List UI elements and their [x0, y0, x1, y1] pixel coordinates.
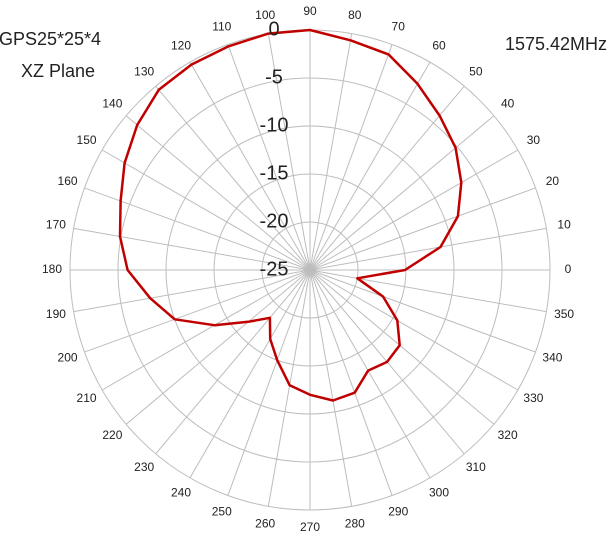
angle-label: 60	[432, 39, 446, 53]
radial-tick-label: -20	[260, 210, 289, 232]
angle-label: 50	[469, 65, 483, 79]
spoke	[101, 269, 311, 391]
angle-label: 210	[77, 391, 97, 405]
angle-label: 240	[171, 486, 191, 500]
angle-label: 280	[345, 516, 365, 530]
angle-label: 140	[102, 96, 122, 110]
spoke	[309, 187, 536, 271]
spoke	[189, 269, 311, 479]
angle-label: 220	[102, 428, 122, 442]
spoke	[309, 269, 431, 479]
spoke	[155, 269, 311, 455]
spoke	[309, 269, 353, 507]
radial-tick-label: -10	[260, 114, 289, 136]
angle-label: 310	[466, 460, 486, 474]
angle-label: 90	[303, 4, 317, 18]
spoke	[227, 44, 311, 271]
angle-label: 230	[134, 460, 154, 474]
radial-tick-label: -25	[260, 258, 289, 280]
angle-label: 180	[42, 262, 62, 276]
spoke	[309, 227, 547, 271]
angle-label: 320	[498, 428, 518, 442]
angle-label: 260	[255, 516, 275, 530]
angle-label: 10	[557, 217, 571, 231]
angle-label: 190	[46, 307, 66, 321]
angle-label: 70	[392, 20, 406, 34]
spoke	[73, 269, 311, 313]
angle-label: 330	[523, 391, 543, 405]
spoke	[309, 44, 393, 271]
spoke	[309, 61, 431, 271]
spoke	[309, 269, 547, 313]
spoke	[309, 115, 495, 271]
spoke	[309, 269, 519, 391]
spoke	[309, 269, 393, 496]
spoke	[84, 187, 311, 271]
radial-tick-label: -15	[260, 162, 289, 184]
angle-label: 80	[348, 8, 362, 22]
angle-label: 170	[46, 217, 66, 231]
spoke	[309, 149, 519, 271]
angle-label: 130	[134, 65, 154, 79]
angle-label: 340	[542, 350, 562, 364]
spoke	[309, 269, 495, 425]
angle-label: 100	[255, 8, 275, 22]
angle-label: 350	[554, 307, 574, 321]
chart-title: GPS25*25*4	[0, 29, 101, 49]
angle-label: 20	[546, 174, 560, 188]
spoke	[84, 269, 311, 353]
angle-label: 110	[212, 20, 231, 34]
radial-tick-label: -5	[265, 66, 283, 88]
spoke	[309, 269, 536, 353]
radial-tick-label: 0	[268, 18, 279, 40]
spoke	[125, 269, 311, 425]
spoke	[125, 115, 311, 271]
frequency-label: 1575.42MHz	[505, 34, 607, 54]
angle-label: 150	[77, 133, 97, 147]
spoke	[189, 61, 311, 271]
spoke	[101, 149, 311, 271]
pattern-line	[118, 28, 463, 402]
angle-label: 290	[388, 505, 408, 519]
spoke	[155, 85, 311, 271]
chart-subtitle: XZ Plane	[21, 61, 95, 81]
spoke	[73, 227, 311, 271]
spoke	[227, 269, 311, 496]
angle-label: 0	[565, 262, 572, 276]
angle-label: 270	[300, 520, 320, 534]
spoke	[267, 33, 311, 271]
spoke	[267, 269, 311, 507]
angle-label: 120	[171, 39, 191, 53]
angle-label: 200	[58, 350, 78, 364]
angle-label: 30	[527, 133, 541, 147]
angle-label: 300	[429, 486, 449, 500]
angle-label: 40	[501, 96, 515, 110]
angle-label: 250	[212, 505, 232, 519]
angle-label: 160	[58, 174, 78, 188]
spoke	[309, 33, 353, 271]
spoke	[309, 85, 465, 271]
